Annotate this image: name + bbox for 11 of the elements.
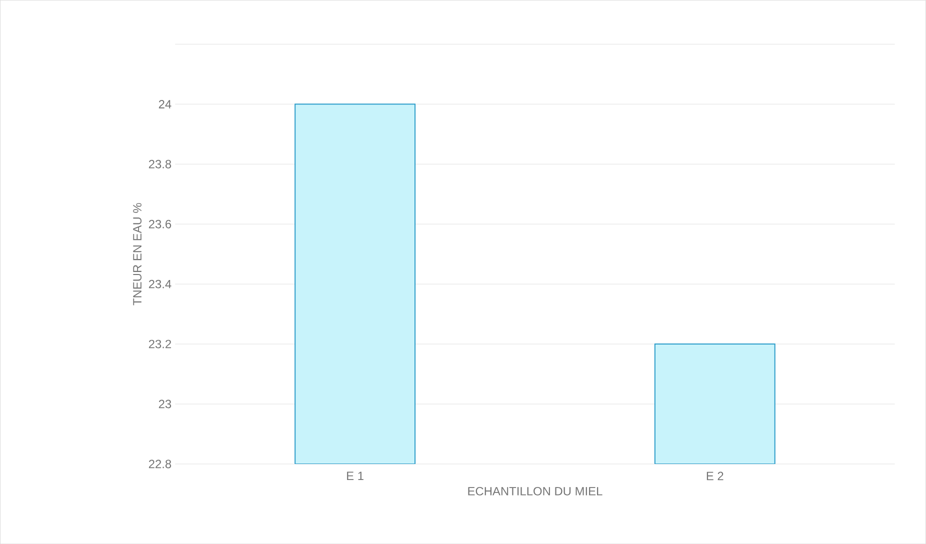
y-tick-label: 23.8: [148, 160, 172, 168]
y-tick-label: 23: [158, 400, 172, 408]
y-tick-label: 23.4: [148, 280, 172, 288]
y-tick-label: 23.2: [148, 340, 172, 348]
x-axis-title: ECHANTILLON DU MIEL: [468, 486, 602, 496]
x-tick-label: E 1: [347, 472, 364, 480]
y-tick-label: 22.8: [148, 460, 172, 468]
y-tick-label: 24: [158, 100, 172, 108]
y-tick-label: 23.6: [148, 220, 172, 228]
y-axis-title: TNEUR EN EAU %: [133, 202, 142, 306]
x-tick-label: E 2: [706, 472, 724, 480]
